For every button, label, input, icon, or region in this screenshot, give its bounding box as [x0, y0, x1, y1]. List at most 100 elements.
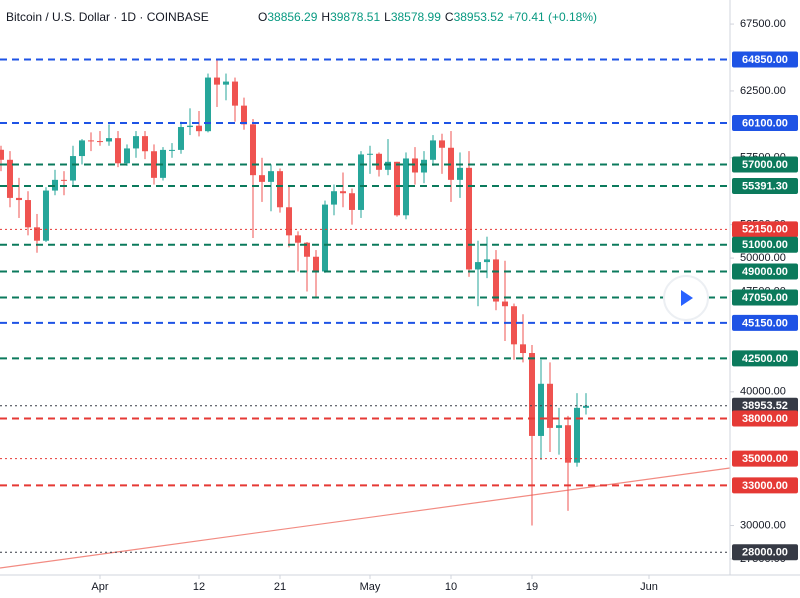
level-label-box: [732, 289, 798, 306]
candle-body: [6, 159, 13, 198]
candle-body: [456, 167, 463, 180]
candle-body: [141, 136, 148, 152]
candle-body: [0, 149, 4, 160]
y-tick-label: 62500.00: [740, 85, 786, 97]
level-label-box: [732, 350, 798, 367]
x-tick-label: 10: [445, 581, 457, 593]
candle-body: [582, 405, 589, 408]
play-button[interactable]: [663, 275, 709, 321]
x-tick-label: 21: [274, 581, 286, 593]
candle-body: [501, 301, 508, 307]
candle-body: [15, 197, 22, 201]
candle-body: [339, 191, 346, 194]
level-label: 38000.00: [742, 413, 788, 425]
ohlc-key: O: [258, 10, 267, 24]
candle-body: [42, 190, 49, 241]
candle-body: [78, 140, 85, 157]
level-label-box: [732, 397, 798, 414]
candle-body: [555, 425, 562, 428]
candle-body: [510, 306, 517, 345]
time-axis: [0, 575, 800, 598]
candle-body: [528, 353, 535, 436]
candle-body: [24, 200, 31, 228]
candle-body: [438, 140, 445, 148]
candle-body: [123, 148, 130, 164]
candle-body: [168, 149, 175, 151]
candle-body: [312, 256, 319, 272]
candle-body: [222, 81, 229, 85]
level-label-box: [732, 177, 798, 194]
level-label: 35000.00: [742, 453, 788, 465]
x-tick-label: 12: [193, 581, 205, 593]
candle-body: [303, 242, 310, 257]
candle-body: [60, 179, 67, 181]
candle-body: [231, 81, 238, 106]
y-tick-label: 50000.00: [740, 252, 786, 264]
level-label-box: [732, 263, 798, 280]
y-tick-label: 67500.00: [740, 18, 786, 30]
axes: 67500.0062500.0057500.0052500.0050000.00…: [91, 18, 785, 593]
candle-body: [537, 383, 544, 436]
candle-body: [33, 227, 40, 241]
candle-body: [384, 161, 391, 170]
candle-body: [393, 161, 400, 216]
candle-body: [195, 125, 202, 132]
level-label-box: [732, 477, 798, 494]
header: Bitcoin / U.S. Dollar · 1D · COINBASE O3…: [6, 10, 597, 24]
level-label-box: [732, 544, 798, 561]
candle-body: [357, 154, 364, 210]
levels: [0, 58, 730, 553]
candle-body: [213, 77, 220, 85]
level-label: 38953.52: [742, 400, 788, 412]
candle-body: [366, 153, 373, 155]
level-label: 60100.00: [742, 117, 788, 129]
level-label: 51000.00: [742, 239, 788, 251]
candle-body: [330, 191, 337, 205]
level-label: 42500.00: [742, 353, 788, 365]
candle-body: [105, 138, 112, 142]
level-label: 47050.00: [742, 292, 788, 304]
candle-body: [240, 105, 247, 125]
level-label-box: [732, 221, 798, 238]
candle-body: [348, 193, 355, 210]
x-tick-label: 19: [526, 581, 538, 593]
candle-body: [474, 262, 481, 270]
candle-body: [492, 259, 499, 302]
y-tick-label: 40000.00: [740, 386, 786, 398]
candle-body: [519, 344, 526, 354]
candle-body: [573, 407, 580, 463]
candle-body: [249, 124, 256, 176]
candle-body: [96, 141, 103, 143]
candle-body: [132, 136, 139, 149]
level-label: 49000.00: [742, 266, 788, 278]
level-label: 64850.00: [742, 54, 788, 66]
level-label-box: [732, 115, 798, 132]
trend-line: [0, 467, 731, 569]
symbol: Bitcoin / U.S. Dollar · 1D · COINBASE: [6, 10, 209, 24]
candle-body: [186, 125, 193, 128]
candle-body: [276, 171, 283, 208]
candle-body: [321, 204, 328, 272]
level-label: 28000.00: [742, 547, 788, 559]
level-label: 57000.00: [742, 159, 788, 171]
level-label: 33000.00: [742, 480, 788, 492]
level-label-box: [732, 156, 798, 173]
level-label: 55391.30: [742, 180, 788, 192]
candles: [0, 59, 589, 526]
level-label-box: [732, 410, 798, 427]
ohlc-key: C: [445, 10, 454, 24]
candle-body: [267, 171, 274, 182]
y-tick-label: 30000.00: [740, 519, 786, 531]
ohlc-key: H: [321, 10, 330, 24]
candle-body: [564, 425, 571, 463]
candle-body: [150, 151, 157, 178]
change: +70.41 (+0.18%): [508, 10, 597, 24]
x-tick-label: Apr: [91, 581, 108, 593]
candle-body: [177, 127, 184, 150]
candle-body: [411, 158, 418, 173]
candle-body: [375, 153, 382, 170]
candle-body: [285, 207, 292, 236]
level-label-box: [732, 236, 798, 253]
